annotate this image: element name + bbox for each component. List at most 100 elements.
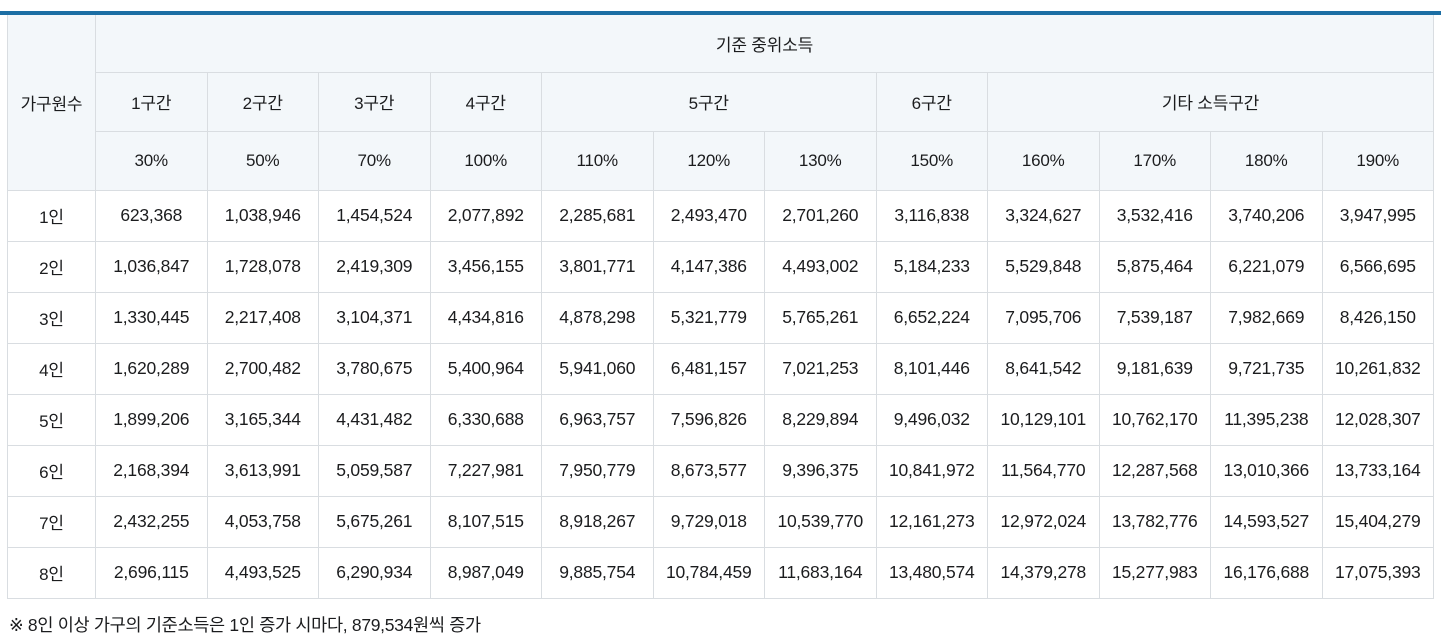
- value-cell: 7,596,826: [652, 393, 765, 446]
- row-label: 4인: [7, 342, 96, 395]
- value-cell: 3,324,627: [987, 189, 1100, 242]
- bracket-header: 3구간: [318, 71, 431, 132]
- table-row: 2인 1,036,847 1,728,078 2,419,309 3,456,155 3,…: [7, 240, 1434, 293]
- value-cell: 5,321,779: [652, 291, 765, 344]
- value-cell: 3,165,344: [206, 393, 319, 446]
- table-row: 3인 1,330,445 2,217,408 3,104,371 4,434,816 4,…: [7, 291, 1434, 344]
- value-cell: 4,434,816: [429, 291, 542, 344]
- row-label: 5인: [7, 393, 96, 446]
- value-cell: 1,899,206: [95, 393, 208, 446]
- value-cell: 6,290,934: [318, 546, 431, 599]
- percent-header: 130%: [764, 130, 877, 191]
- value-cell: 3,104,371: [318, 291, 431, 344]
- value-cell: 6,963,757: [541, 393, 654, 446]
- value-cell: 10,261,832: [1321, 342, 1434, 395]
- table-row: 1인 623,368 1,038,946 1,454,524 2,077,892 2,28…: [7, 189, 1434, 242]
- value-cell: 9,721,735: [1210, 342, 1323, 395]
- value-cell: 4,431,482: [318, 393, 431, 446]
- value-cell: 9,181,639: [1098, 342, 1211, 395]
- value-cell: 6,221,079: [1210, 240, 1323, 293]
- bracket-header: 5구간: [541, 71, 877, 132]
- value-cell: 4,147,386: [652, 240, 765, 293]
- bracket-header: 기타 소득구간: [987, 71, 1434, 132]
- value-cell: 8,426,150: [1321, 291, 1434, 344]
- value-cell: 3,801,771: [541, 240, 654, 293]
- percent-header: 120%: [652, 130, 765, 191]
- value-cell: 10,762,170: [1098, 393, 1211, 446]
- value-cell: 15,404,279: [1321, 495, 1434, 548]
- value-cell: 2,432,255: [95, 495, 208, 548]
- percent-header: 190%: [1321, 130, 1434, 191]
- value-cell: 11,395,238: [1210, 393, 1323, 446]
- row-label: 8인: [7, 546, 96, 599]
- value-cell: 7,539,187: [1098, 291, 1211, 344]
- value-cell: 2,419,309: [318, 240, 431, 293]
- value-cell: 4,053,758: [206, 495, 319, 548]
- percent-header: 170%: [1098, 130, 1211, 191]
- header-row-percents: 30% 50% 70% 100% 110% 120% 130% 150% 160% 170% 180…: [8, 130, 1434, 191]
- value-cell: 8,987,049: [429, 546, 542, 599]
- value-cell: 1,620,289: [95, 342, 208, 395]
- value-cell: 2,493,470: [652, 189, 765, 242]
- value-cell: 5,941,060: [541, 342, 654, 395]
- table-container: 가구원수 기준 중위소득 1구간 2구간 3구간 4구간 5구간 6구간 기타 소득구간 3…: [0, 15, 1441, 599]
- value-cell: 8,107,515: [429, 495, 542, 548]
- value-cell: 11,683,164: [764, 546, 877, 599]
- value-cell: 5,675,261: [318, 495, 431, 548]
- value-cell: 12,287,568: [1098, 444, 1211, 497]
- bracket-header: 2구간: [206, 71, 319, 132]
- value-cell: 8,101,446: [875, 342, 988, 395]
- top-accent-line: [0, 11, 1441, 15]
- value-cell: 11,564,770: [987, 444, 1100, 497]
- value-cell: 2,696,115: [95, 546, 208, 599]
- value-cell: 4,878,298: [541, 291, 654, 344]
- table-row: 8인 2,696,115 4,493,525 6,290,934 8,987,049 9,…: [7, 546, 1434, 599]
- value-cell: 9,396,375: [764, 444, 877, 497]
- value-cell: 2,701,260: [764, 189, 877, 242]
- value-cell: 5,875,464: [1098, 240, 1211, 293]
- value-cell: 8,918,267: [541, 495, 654, 548]
- value-cell: 3,947,995: [1321, 189, 1434, 242]
- row-label: 7인: [7, 495, 96, 548]
- value-cell: 6,652,224: [875, 291, 988, 344]
- value-cell: 5,529,848: [987, 240, 1100, 293]
- percent-header: 30%: [95, 130, 208, 191]
- table-row: 7인 2,432,255 4,053,758 5,675,261 8,107,515 8,…: [7, 495, 1434, 548]
- percent-header: 160%: [987, 130, 1100, 191]
- value-cell: 2,285,681: [541, 189, 654, 242]
- value-cell: 2,700,482: [206, 342, 319, 395]
- value-cell: 1,330,445: [95, 291, 208, 344]
- value-cell: 3,740,206: [1210, 189, 1323, 242]
- value-cell: 16,176,688: [1210, 546, 1323, 599]
- row-label: 6인: [7, 444, 96, 497]
- value-cell: 3,532,416: [1098, 189, 1211, 242]
- percent-header: 50%: [206, 130, 319, 191]
- percent-header: 70%: [318, 130, 431, 191]
- value-cell: 6,481,157: [652, 342, 765, 395]
- value-cell: 7,021,253: [764, 342, 877, 395]
- value-cell: 3,456,155: [429, 240, 542, 293]
- table-row: 6인 2,168,394 3,613,991 5,059,587 7,227,981 7,…: [7, 444, 1434, 497]
- value-cell: 12,972,024: [987, 495, 1100, 548]
- value-cell: 7,227,981: [429, 444, 542, 497]
- value-cell: 623,368: [95, 189, 208, 242]
- value-cell: 8,673,577: [652, 444, 765, 497]
- bracket-header: 4구간: [429, 71, 542, 132]
- value-cell: 6,330,688: [429, 393, 542, 446]
- standard-median-income-header: 기준 중위소득: [95, 15, 1434, 73]
- row-label: 3인: [7, 291, 96, 344]
- value-cell: 9,729,018: [652, 495, 765, 548]
- row-label: 1인: [7, 189, 96, 242]
- value-cell: 8,229,894: [764, 393, 877, 446]
- value-cell: 5,184,233: [875, 240, 988, 293]
- table-row: 5인 1,899,206 3,165,344 4,431,482 6,330,688 6,…: [7, 393, 1434, 446]
- value-cell: 1,036,847: [95, 240, 208, 293]
- percent-header: 110%: [541, 130, 654, 191]
- value-cell: 14,379,278: [987, 546, 1100, 599]
- value-cell: 13,480,574: [875, 546, 988, 599]
- value-cell: 1,038,946: [206, 189, 319, 242]
- row-label: 2인: [7, 240, 96, 293]
- median-income-table: 가구원수 기준 중위소득 1구간 2구간 3구간 4구간 5구간 6구간 기타 소득구간 3…: [7, 15, 1434, 599]
- header-row-brackets: 1구간 2구간 3구간 4구간 5구간 6구간 기타 소득구간: [8, 71, 1434, 132]
